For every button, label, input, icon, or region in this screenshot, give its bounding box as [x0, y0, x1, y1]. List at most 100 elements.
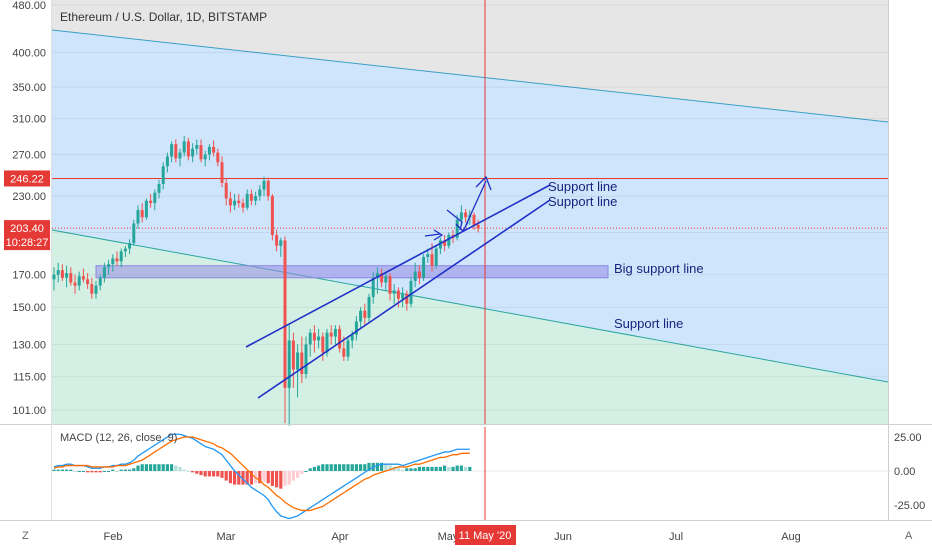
candle-body — [417, 271, 421, 278]
y-tick-label: 150.00 — [12, 302, 46, 314]
candle-body — [409, 280, 413, 304]
candle-body — [140, 210, 144, 218]
macd-bar — [161, 464, 165, 471]
candle-body — [455, 219, 459, 238]
macd-bar — [233, 471, 237, 485]
macd-bar — [417, 466, 421, 471]
macd-bar — [52, 469, 56, 471]
macd-bar — [115, 471, 119, 472]
candle-body — [52, 274, 56, 280]
candle-body — [401, 293, 405, 299]
candle-body — [384, 276, 388, 283]
macd-bar — [275, 471, 279, 488]
candle-body — [296, 352, 300, 370]
macd-bar — [153, 464, 157, 471]
blue-zone — [52, 30, 888, 382]
macd-bar — [195, 471, 199, 474]
macd-bar — [468, 466, 472, 471]
candle-body — [182, 141, 186, 153]
price-tag-bg — [4, 170, 50, 187]
macd-bar — [346, 464, 350, 471]
candle-body — [426, 254, 430, 257]
macd-bar — [405, 468, 409, 471]
candle-body — [128, 243, 132, 249]
macd-bar — [262, 471, 266, 482]
macd-bar — [455, 465, 459, 471]
candle-body — [438, 240, 442, 249]
annotation-label: Support line — [548, 179, 617, 194]
x-tick-label: Jun — [554, 531, 572, 543]
macd-bar — [451, 466, 455, 471]
macd-bar — [350, 464, 354, 471]
candle-body — [157, 184, 161, 193]
auto-scale-button[interactable]: A — [905, 530, 913, 542]
macd-bar — [291, 471, 295, 481]
macd-bar — [434, 466, 438, 471]
candle-body — [94, 285, 98, 294]
candle-body — [153, 192, 157, 204]
candle-body — [249, 193, 253, 201]
candle-body — [270, 196, 274, 236]
countdown-label: 10:28:27 — [6, 237, 49, 249]
candle-body — [375, 273, 379, 278]
candle-body — [119, 251, 123, 262]
candle-body — [392, 290, 396, 294]
trend-line-upper — [245, 184, 551, 348]
candle-body — [245, 193, 249, 208]
macd-bar — [459, 465, 463, 471]
candle-body — [459, 212, 463, 220]
candle-body — [300, 352, 304, 375]
green-zone — [52, 230, 888, 424]
x-tick-label: Jul — [669, 531, 683, 543]
projection-arrow-head — [475, 175, 492, 191]
candle-body — [333, 328, 337, 337]
macd-bar — [140, 464, 144, 471]
candle-body — [312, 332, 316, 341]
macd-bar — [199, 471, 203, 476]
arrow-head — [433, 229, 444, 241]
macd-bar — [283, 471, 287, 486]
macd-bar — [304, 471, 308, 472]
big-support-zone — [95, 265, 609, 279]
price-tag-bg — [4, 220, 50, 251]
candle-body — [65, 273, 69, 278]
candle-body — [195, 145, 199, 149]
macd-bar — [94, 471, 98, 473]
macd-bar — [186, 471, 190, 472]
macd-bar — [426, 466, 430, 471]
candle-body — [233, 200, 237, 206]
y-tick-label: 400.00 — [12, 47, 46, 59]
macd-bar — [430, 466, 434, 471]
macd-bar — [249, 471, 253, 485]
candle-body — [224, 182, 228, 199]
candle-body — [283, 240, 287, 388]
annotation-label: Support line — [548, 194, 617, 209]
macd-bar — [149, 464, 153, 471]
candle-body — [342, 348, 346, 357]
macd-bar — [312, 466, 316, 471]
macd-bar — [464, 466, 468, 471]
candle-body — [144, 200, 148, 218]
macd-bar — [438, 466, 442, 471]
macd-bar — [447, 466, 451, 471]
annotation-label: Big support line — [614, 261, 704, 276]
candle-body — [107, 264, 111, 268]
candle-body — [186, 141, 190, 157]
macd-bar — [69, 469, 73, 471]
candle-body — [81, 276, 85, 280]
macd-bar — [220, 471, 224, 478]
candle-body — [73, 282, 77, 286]
macd-bar — [224, 471, 228, 481]
macd-bar — [367, 462, 371, 471]
candle-body — [464, 212, 468, 218]
candle-body — [476, 224, 480, 229]
macd-bar — [380, 462, 384, 471]
candle-body — [371, 277, 375, 298]
macd-bar — [170, 464, 174, 471]
timezone-button[interactable]: Z — [22, 530, 29, 542]
candle-body — [258, 189, 262, 197]
macd-bar — [388, 465, 392, 471]
candle-body — [447, 235, 451, 246]
macd-bar — [325, 464, 329, 471]
